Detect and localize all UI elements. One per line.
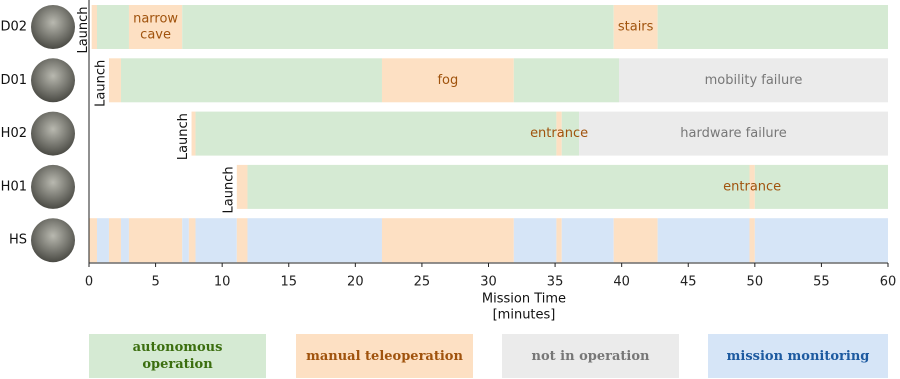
x-tick-label: 55	[813, 275, 830, 290]
legend-label: not in operation	[531, 348, 650, 364]
launch-label: Launch	[93, 60, 108, 107]
x-tick-label: 45	[680, 275, 697, 290]
segment-label: mobility failure	[705, 73, 803, 88]
segment	[191, 111, 196, 156]
segment-label: stairs	[618, 20, 654, 35]
segment	[120, 58, 382, 103]
legend-item: mission monitoring	[708, 334, 888, 378]
row-label: D01	[0, 73, 27, 88]
legend-item: autonomous operation	[89, 334, 266, 378]
row-label: HS	[9, 233, 27, 248]
legend-label: autonomous operation	[132, 340, 223, 372]
x-axis-label: [minutes]	[493, 308, 556, 323]
x-tick-label: 25	[414, 275, 431, 290]
segment	[96, 218, 109, 263]
x-tick-label: 30	[480, 275, 497, 290]
launch-label: Launch	[221, 166, 236, 213]
robot-icon	[31, 5, 75, 49]
x-tick-label: 60	[880, 275, 897, 290]
segment	[128, 218, 183, 263]
segment	[182, 5, 614, 49]
segment	[236, 218, 248, 263]
robot-icon	[31, 164, 75, 209]
segment	[108, 218, 121, 263]
segment	[188, 218, 196, 263]
segment	[247, 218, 382, 263]
segment	[613, 5, 658, 49]
row-label: H01	[1, 179, 27, 194]
legend-item: not in operation	[502, 334, 679, 378]
segment	[195, 218, 237, 263]
segment	[561, 218, 614, 263]
segment	[91, 5, 97, 49]
x-tick-label: 10	[214, 275, 231, 290]
x-tick-label: 35	[547, 275, 564, 290]
segment	[513, 58, 620, 103]
x-tick-label: 5	[151, 275, 159, 290]
segment	[619, 58, 888, 103]
segment	[749, 164, 755, 209]
segment	[754, 164, 888, 209]
x-tick-label: 20	[347, 275, 364, 290]
segment	[96, 5, 129, 49]
row-label: D02	[0, 20, 27, 35]
x-tick-label: 15	[280, 275, 297, 290]
segment	[657, 5, 888, 49]
segment-label: narrow	[133, 12, 178, 27]
legend-label: mission monitoring	[726, 348, 870, 364]
segment-label: fog	[437, 73, 458, 88]
segment	[236, 164, 248, 209]
segment-label: cave	[140, 28, 171, 43]
legend-item: manual teleoperation	[296, 334, 473, 378]
segment	[561, 111, 580, 156]
robot-icon	[31, 111, 75, 156]
segment	[657, 218, 750, 263]
segment	[381, 218, 514, 263]
launch-label: Launch	[176, 113, 191, 160]
segment	[556, 111, 562, 156]
segment	[128, 5, 183, 49]
x-axis-label: Mission Time	[482, 292, 566, 307]
segment	[381, 58, 514, 103]
x-tick-label: 50	[747, 275, 764, 290]
x-tick-label: 0	[85, 275, 93, 290]
segment	[247, 164, 750, 209]
segment	[108, 58, 121, 103]
segment	[195, 111, 557, 156]
segment	[89, 218, 97, 263]
segment-label: hardware failure	[680, 126, 786, 141]
segment	[182, 218, 189, 263]
row-label: H02	[1, 126, 27, 141]
segment	[556, 218, 562, 263]
segment-label: entrance	[530, 126, 588, 141]
robot-icon	[31, 218, 75, 263]
segment	[613, 218, 658, 263]
x-tick-label: 40	[613, 275, 630, 290]
segment	[749, 218, 755, 263]
segment	[513, 218, 557, 263]
segment-label: entrance	[723, 179, 781, 194]
segment	[120, 218, 129, 263]
segment	[754, 218, 888, 263]
robot-icon	[31, 58, 75, 103]
segment	[579, 111, 888, 156]
launch-label: Launch	[76, 6, 91, 53]
legend-label: manual teleoperation	[306, 348, 463, 364]
